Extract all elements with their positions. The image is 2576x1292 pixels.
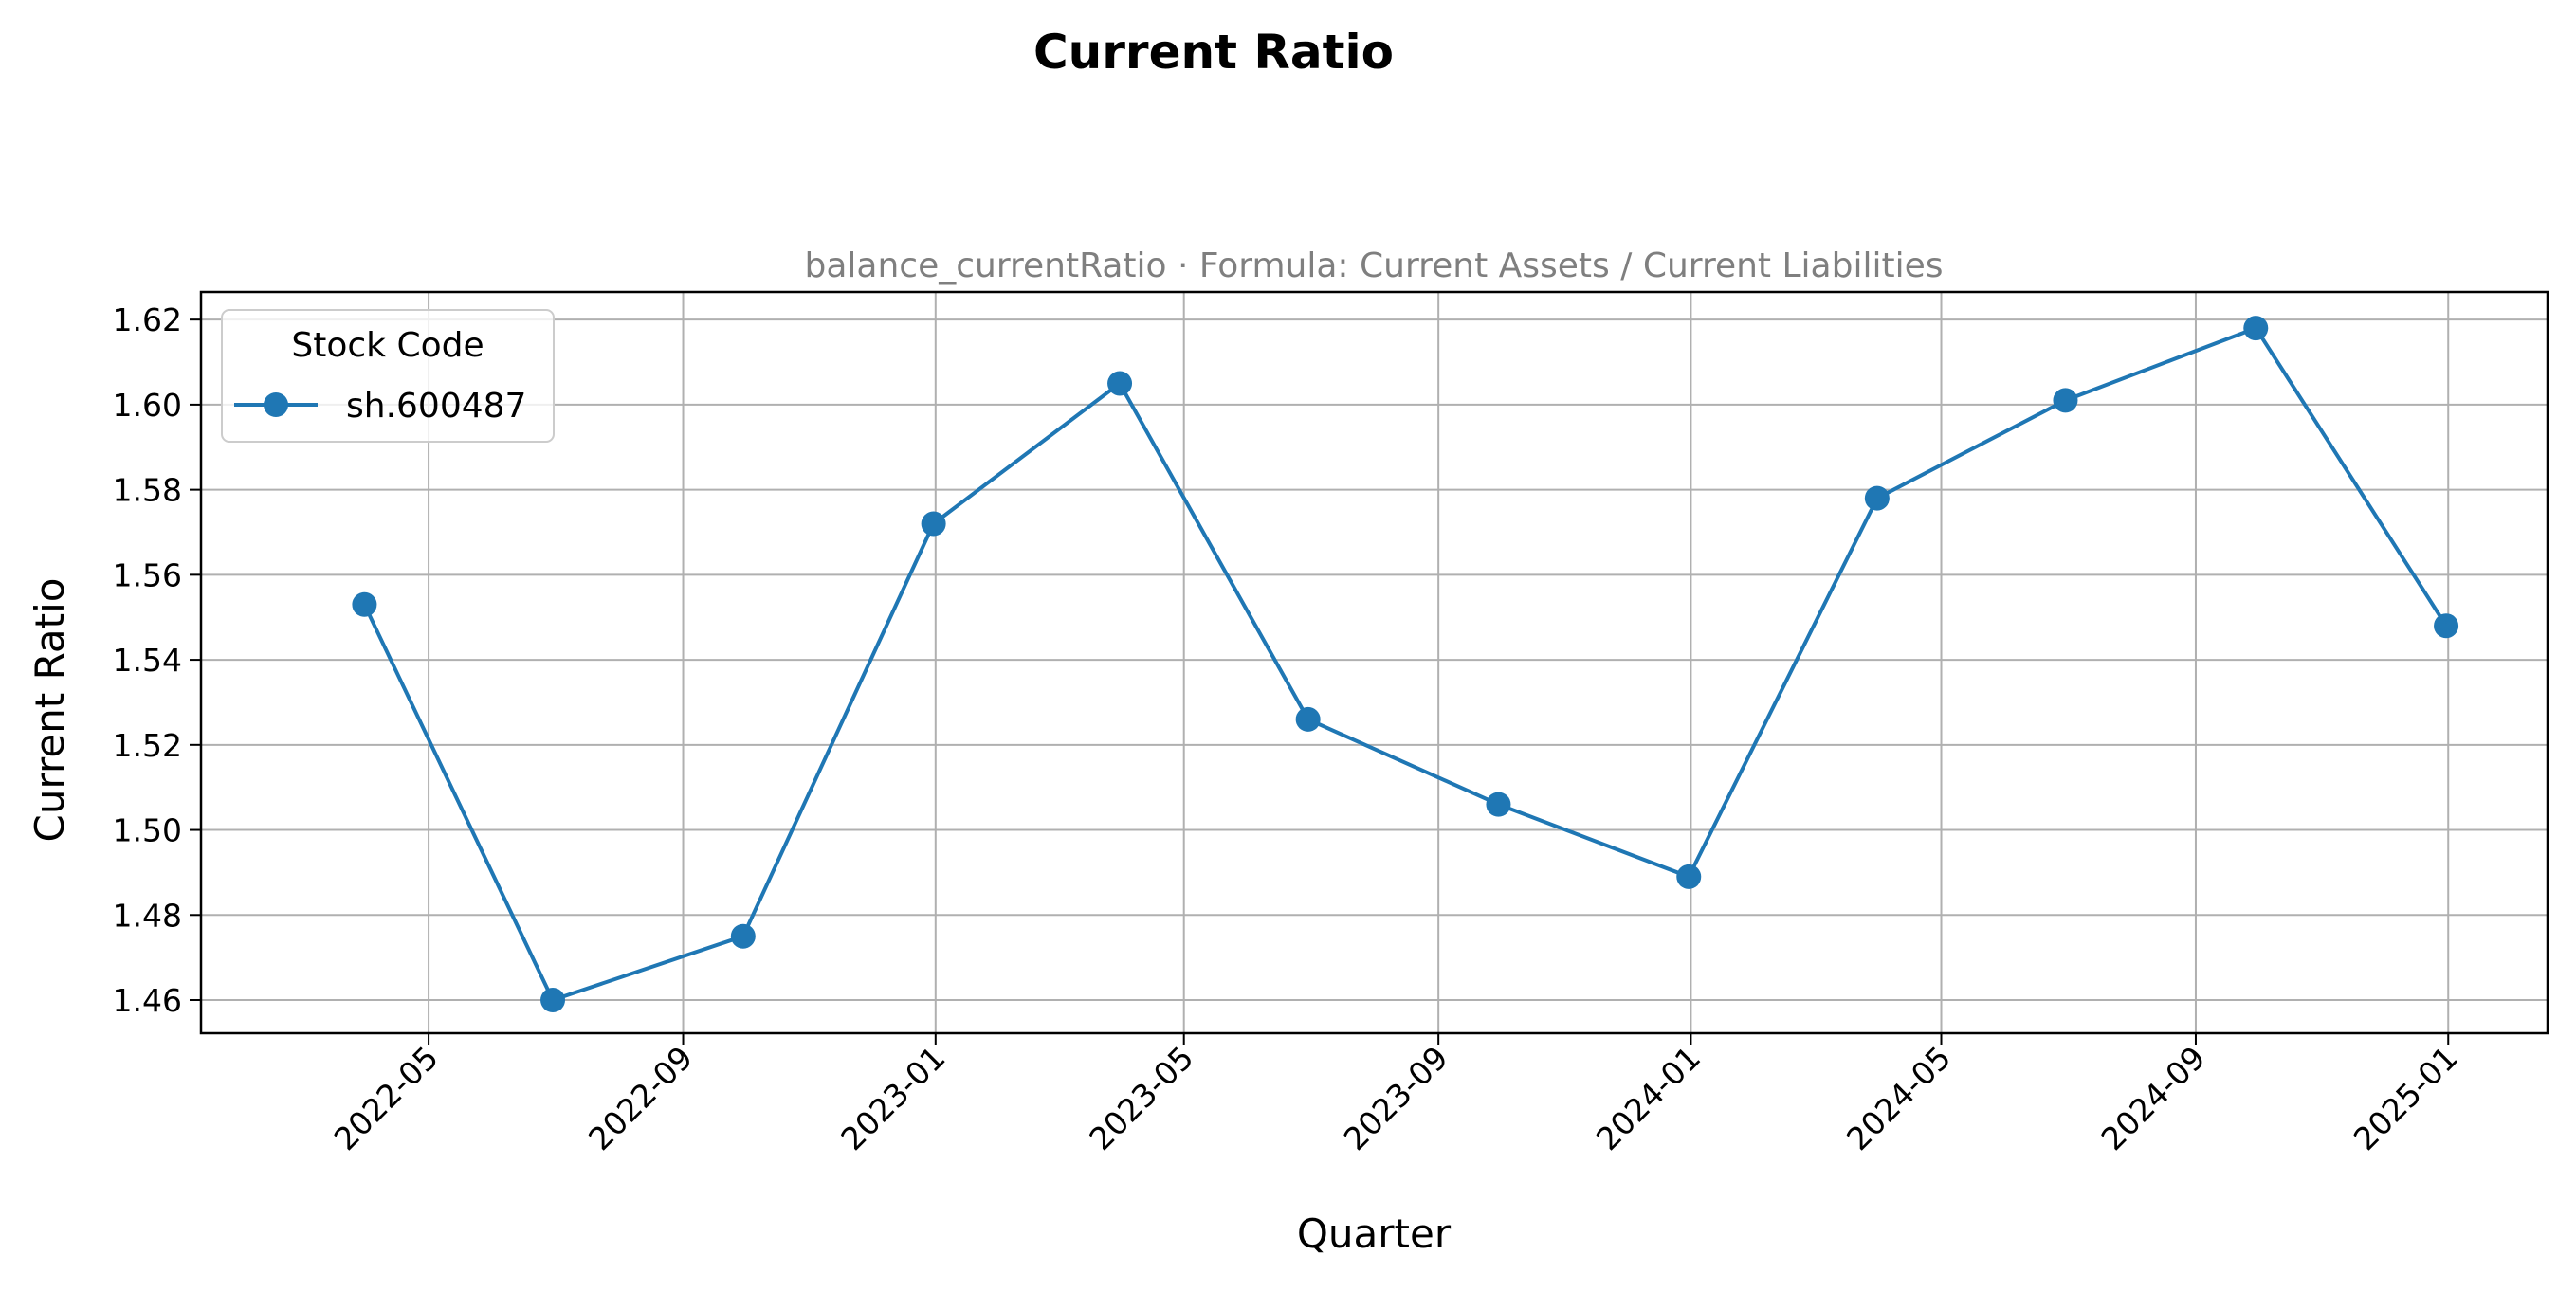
legend: Stock Code sh.600487 xyxy=(221,309,555,443)
data-point xyxy=(1295,706,1321,732)
y-tick-label: 1.52 xyxy=(113,727,182,764)
y-tick-label: 1.62 xyxy=(113,301,182,338)
chart-title: Current Ratio xyxy=(1033,25,1394,80)
y-tick-label: 1.48 xyxy=(113,897,182,934)
plot-frame xyxy=(199,290,2549,1035)
y-tick-label: 1.46 xyxy=(113,982,182,1019)
x-tick-label: 2023-09 xyxy=(1337,1039,1455,1157)
legend-box xyxy=(221,309,555,443)
data-point xyxy=(730,923,756,949)
series-line xyxy=(362,326,2448,1002)
chart-subtitle: balance_currentRatio · Formula: Current … xyxy=(805,246,1944,285)
x-tick-label: 2024-05 xyxy=(1839,1039,1958,1157)
y-axis-label: Current Ratio xyxy=(27,578,73,843)
data-point xyxy=(540,988,566,1013)
x-tick-label: 2022-09 xyxy=(581,1039,700,1157)
y-tick-label: 1.56 xyxy=(113,556,182,593)
data-point xyxy=(1864,485,1890,511)
x-tick-label: 2024-01 xyxy=(1589,1039,1708,1157)
y-tick-label: 1.54 xyxy=(113,642,182,679)
data-point xyxy=(2434,613,2459,639)
plot-area xyxy=(352,316,2459,1013)
x-tick-label: 2023-01 xyxy=(833,1039,952,1157)
legend-title: Stock Code xyxy=(291,326,484,365)
x-axis-label: Quarter xyxy=(1297,1210,1452,1257)
data-point xyxy=(1486,792,1511,817)
data-point xyxy=(2243,316,2269,341)
y-tick-label: 1.60 xyxy=(113,387,182,424)
x-tick-label: 2023-05 xyxy=(1082,1039,1200,1157)
x-tick-label: 2025-01 xyxy=(2347,1039,2465,1157)
x-tick-label: 2024-09 xyxy=(2094,1039,2213,1157)
data-point xyxy=(2053,388,2078,413)
y-tick-label: 1.50 xyxy=(113,812,182,849)
data-point xyxy=(1676,864,1702,889)
legend-marker-swatch xyxy=(264,392,288,417)
data-point xyxy=(1107,371,1133,396)
y-tick-label: 1.58 xyxy=(113,472,182,509)
legend-series-label: sh.600487 xyxy=(346,387,526,426)
grid-lines xyxy=(201,292,2548,1033)
data-point xyxy=(352,591,377,617)
x-tick-label: 2022-05 xyxy=(327,1039,446,1157)
data-point xyxy=(921,511,946,537)
